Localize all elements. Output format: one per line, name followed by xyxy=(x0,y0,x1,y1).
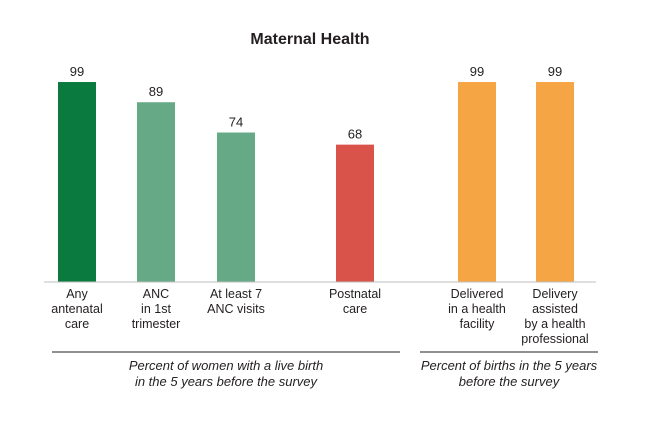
value-label-1: 99 xyxy=(70,64,84,79)
category-label-line: assisted xyxy=(532,302,578,316)
bar-4 xyxy=(336,144,374,282)
category-label-line: facility xyxy=(460,317,495,331)
group-label-line: before the survey xyxy=(459,374,561,389)
category-label-line: trimester xyxy=(132,317,181,331)
category-label-line: ANC xyxy=(143,287,169,301)
bar-2 xyxy=(137,102,175,282)
value-labels-layer: 99 89 74 68 99 99 xyxy=(70,64,562,142)
bar-6 xyxy=(536,82,574,283)
value-label-5: 99 xyxy=(470,64,484,79)
bar-5 xyxy=(458,82,496,283)
category-label-2: ANC in 1st trimester xyxy=(132,287,181,331)
category-label-line: care xyxy=(65,317,89,331)
chart-title: Maternal Health xyxy=(250,31,369,48)
bar-1 xyxy=(58,82,96,283)
group-label-2: Percent of births in the 5 years before t… xyxy=(421,358,598,389)
value-label-4: 68 xyxy=(348,127,362,142)
bars-layer xyxy=(58,82,574,283)
category-label-1: Any antenatal care xyxy=(51,287,102,331)
category-label-6: Delivery assisted by a health professional xyxy=(521,287,588,346)
category-label-line: Delivered xyxy=(451,287,504,301)
value-label-3: 74 xyxy=(229,115,243,130)
bar-3 xyxy=(217,132,255,282)
category-label-line: ANC visits xyxy=(207,302,265,316)
category-label-line: Delivery xyxy=(532,287,578,301)
category-label-line: Postnatal xyxy=(329,287,381,301)
category-label-line: antenatal xyxy=(51,302,102,316)
category-label-line: professional xyxy=(521,332,588,346)
category-label-line: in 1st xyxy=(141,302,171,316)
category-label-line: care xyxy=(343,302,367,316)
value-label-2: 89 xyxy=(149,84,163,99)
category-label-5: Delivered in a health facility xyxy=(448,287,506,331)
group-label-1: Percent of women with a live birth in the… xyxy=(129,358,323,389)
value-label-6: 99 xyxy=(548,64,562,79)
category-label-line: in a health xyxy=(448,302,506,316)
group-label-line: in the 5 years before the survey xyxy=(135,374,319,389)
category-label-line: At least 7 xyxy=(210,287,262,301)
category-label-line: Any xyxy=(66,287,88,301)
group-label-line: Percent of women with a live birth xyxy=(129,358,323,373)
category-label-line: by a health xyxy=(524,317,585,331)
category-label-3: At least 7 ANC visits xyxy=(207,287,265,316)
group-label-line: Percent of births in the 5 years xyxy=(421,358,598,373)
category-label-4: Postnatal care xyxy=(329,287,381,316)
group-labels-layer: Percent of women with a live birth in the… xyxy=(52,351,598,389)
